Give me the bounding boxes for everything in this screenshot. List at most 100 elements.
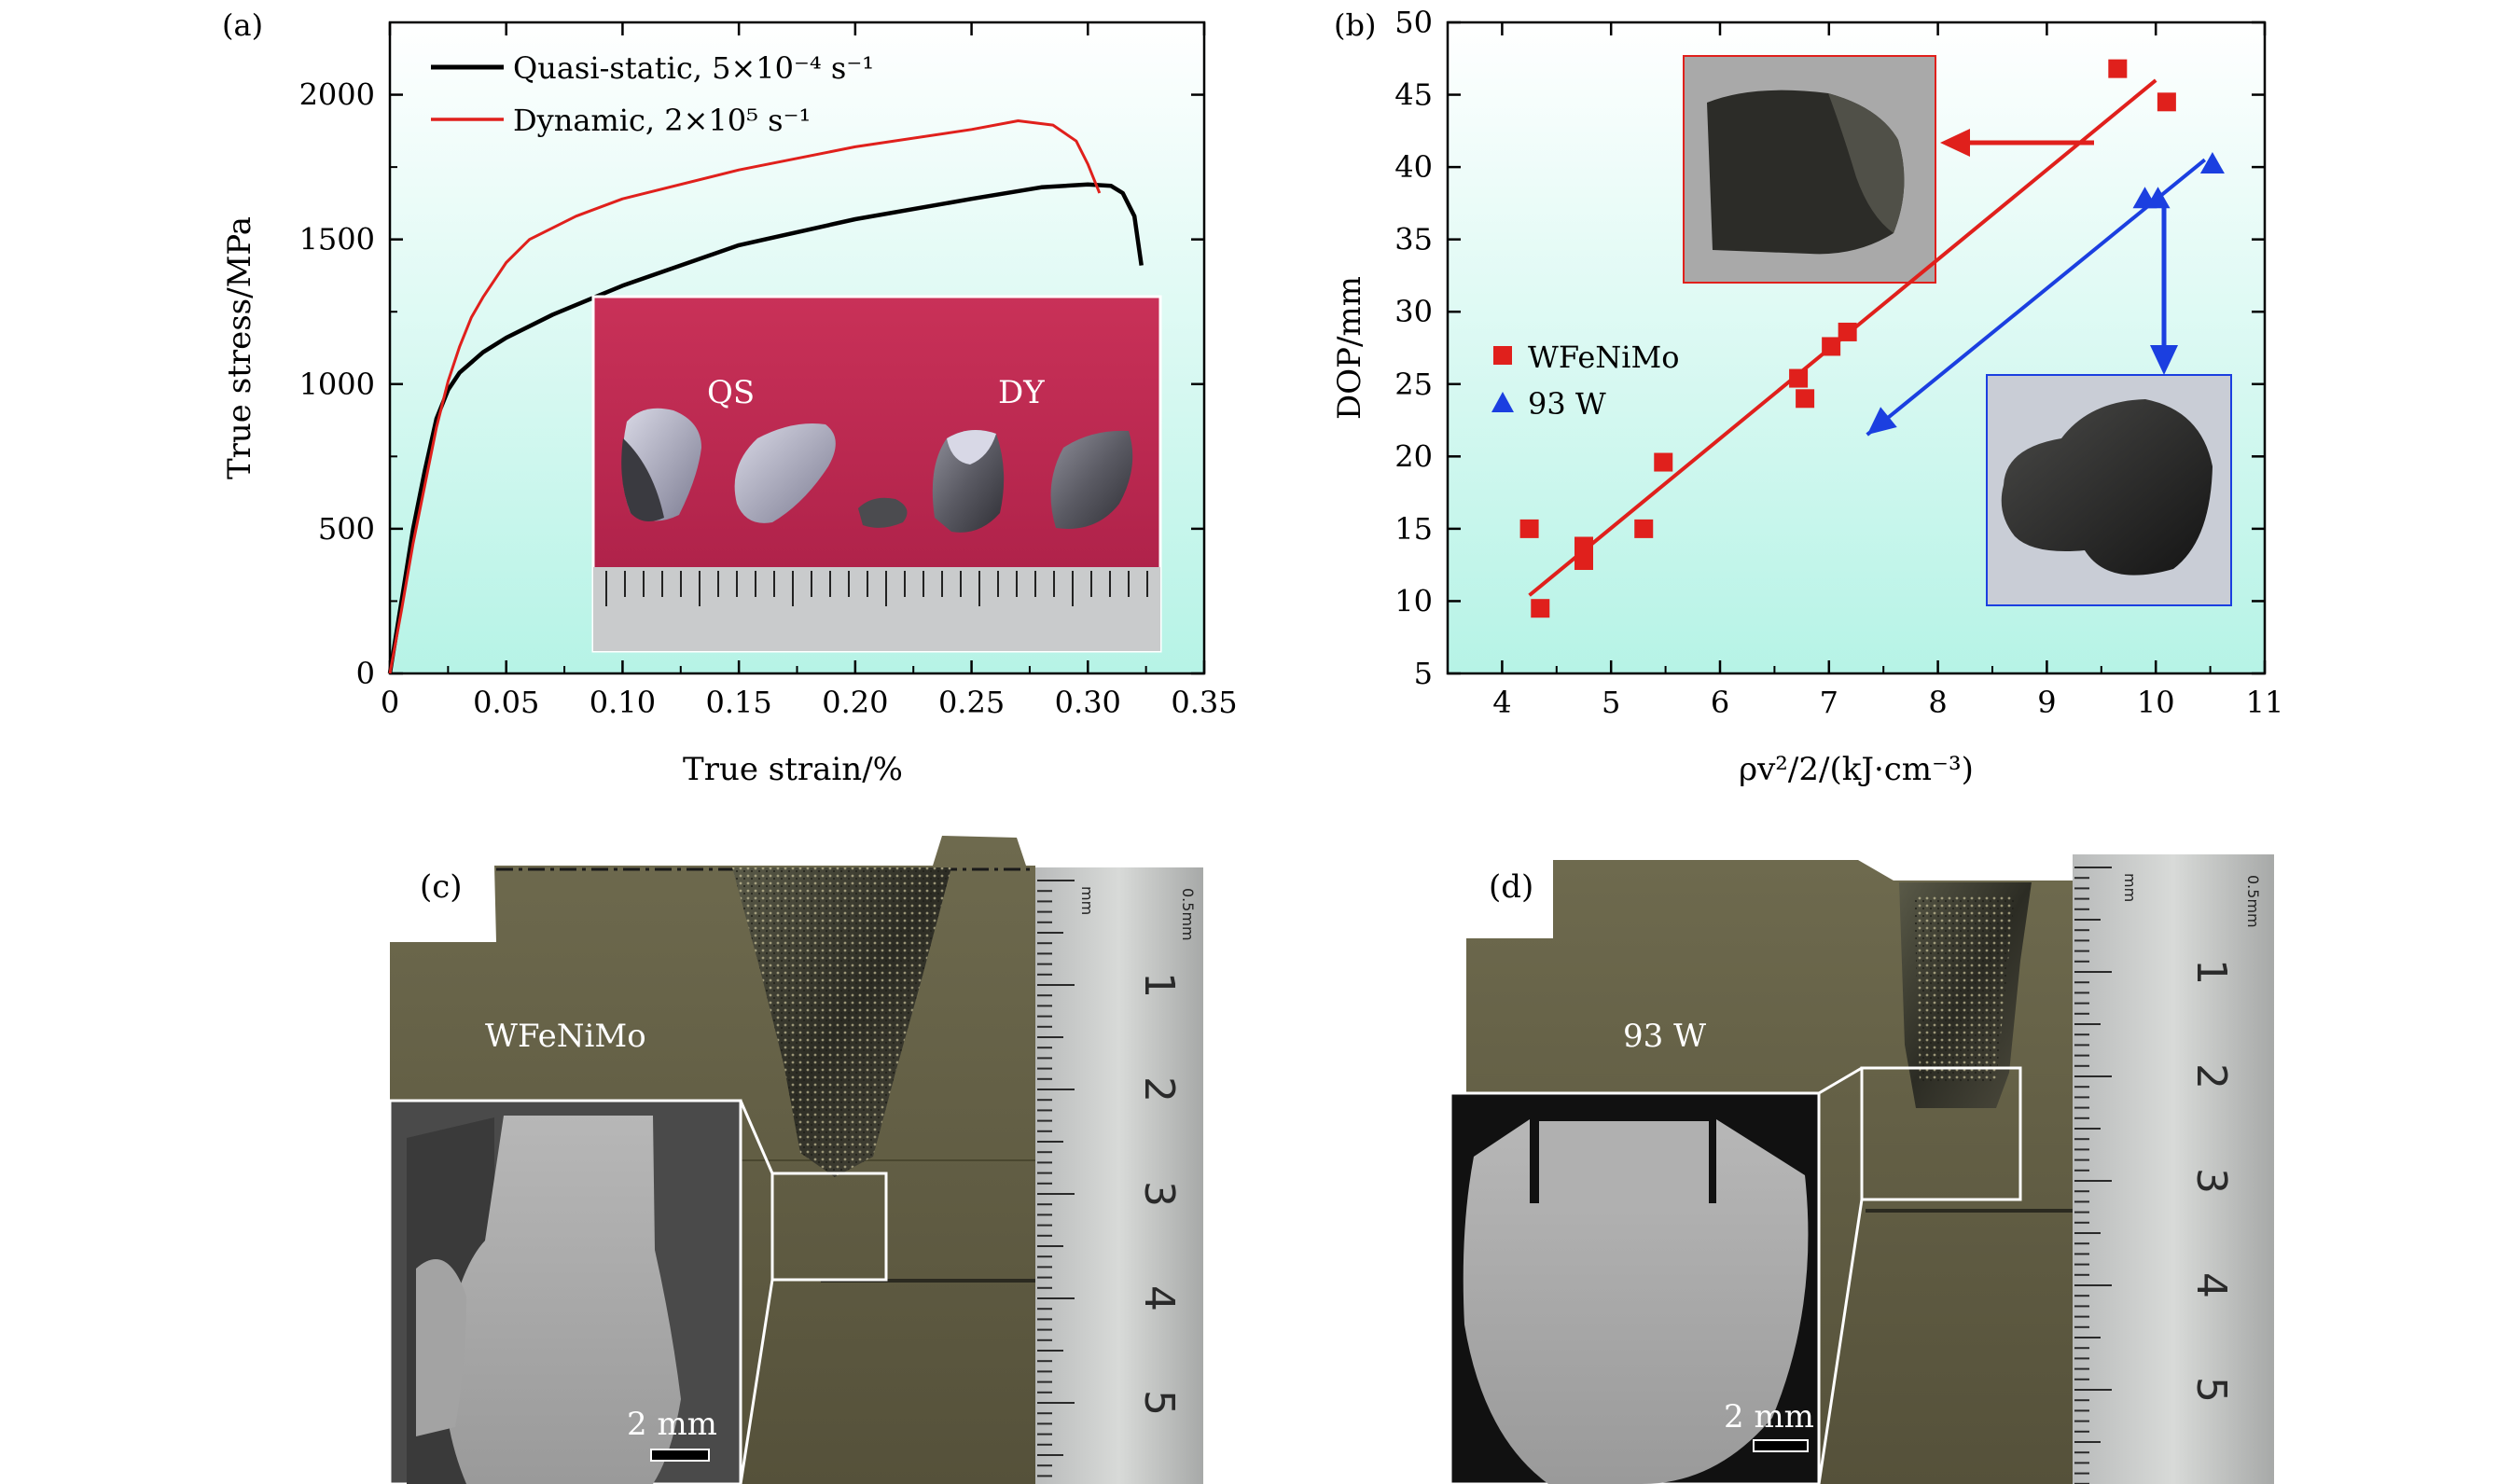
panel-a-y-tick-label: 1500	[299, 222, 375, 257]
point-wfenimo	[2157, 92, 2176, 112]
panel-a-x-tick-label: 0.30	[1055, 685, 1121, 720]
panel-b-y-tick-label: 40	[1394, 149, 1433, 185]
point-wfenimo	[1789, 368, 1809, 388]
legend-label-wfenimo: WFeNiMo	[1528, 340, 1680, 375]
panel-b-y-tick-label: 15	[1394, 511, 1433, 547]
panel-b-y-tick-label: 5	[1414, 656, 1433, 691]
panel-b-x-axis-label: ρv²/2/(kJ·cm⁻³)	[1739, 751, 1974, 788]
panel-a: (a) 0 0.05 0.10 0.15 0.20 0.25 0.30 0.35 0 500 100…	[221, 7, 1238, 788]
panel-b-y-tick-label: 25	[1394, 367, 1433, 402]
inset-wfenimo-nose	[1828, 93, 1905, 233]
inset-93w-projectile	[2001, 399, 2213, 576]
panel-d-ruler-ticks: 1 2 3 4 5	[2074, 867, 2235, 1484]
panel-d-scale-bar-label: 2 mm	[1724, 1398, 1814, 1435]
panel-d-zoom-box	[1860, 1066, 2022, 1201]
panel-c-ruler-digit: 4	[1135, 1285, 1183, 1311]
panel-d-sem-neck	[1539, 1121, 1709, 1205]
panel-d-ruler-digit: 2	[2187, 1063, 2235, 1089]
panel-c-scale-bar-label: 2 mm	[627, 1406, 717, 1443]
fragment-dy-2	[1050, 430, 1133, 529]
inset-ruler	[593, 567, 1160, 651]
panel-a-y-axis-label: True stress/MPa	[221, 216, 258, 479]
panel-d-ruler-note: 0.5mm	[2244, 875, 2262, 928]
legend-label-quasi-static: Quasi-static, 5×10⁻⁴ s⁻¹	[513, 50, 874, 86]
fit-line-93w-arrowhead	[1866, 407, 1897, 436]
panel-c-ruler-ticks: 1 2 3 4 5	[1037, 880, 1183, 1477]
panel-d-material-label: 93 W	[1623, 1018, 1706, 1055]
inset-label-dy: DY	[998, 374, 1045, 411]
panel-b-y-axis-label: DOP/mm	[1331, 276, 1368, 420]
point-wfenimo	[1531, 599, 1550, 618]
inset-label-qs: QS	[707, 374, 755, 411]
point-93w	[2199, 152, 2225, 174]
panel-b-x-tick-label: 11	[2246, 685, 2284, 720]
point-wfenimo	[1574, 536, 1593, 556]
panel-c-crater-texture	[732, 867, 951, 1177]
fragment-dy-1	[932, 430, 1005, 533]
panel-d-scale-bar	[1753, 1439, 1809, 1452]
panel-a-label: (a)	[222, 7, 263, 43]
panel-c-sem-fragment	[416, 1259, 466, 1436]
point-wfenimo	[1574, 551, 1593, 571]
panel-b-y-tick-label: 35	[1394, 222, 1433, 257]
point-wfenimo	[1822, 337, 1841, 356]
inset-ruler-ticks	[605, 571, 1148, 606]
panel-b-x-tick-label: 7	[1820, 685, 1838, 720]
point-93w	[2145, 187, 2171, 209]
legend-label-dynamic: Dynamic, 2×10⁵ s⁻¹	[513, 103, 811, 138]
panel-d-label: (d)	[1489, 868, 1533, 906]
fragment-dy-1-face	[947, 430, 996, 465]
panel-a-y-tick-label: 1000	[299, 367, 375, 402]
panel-c-sem-projectile	[444, 1116, 681, 1484]
fragment-qs-1-shadow	[621, 438, 664, 521]
panel-a-x-tick-label: 0.10	[590, 685, 656, 720]
point-wfenimo	[1634, 519, 1654, 538]
arrow-blue-head	[2150, 345, 2178, 375]
legend-marker-wfenimo	[1493, 346, 1512, 365]
panel-a-x-tick-label: 0.15	[706, 685, 772, 720]
panel-d-zoom-guide-bottom	[1817, 1199, 1864, 1484]
panel-c-ruler-digit: 1	[1135, 972, 1183, 998]
legend-label-93w: 93 W	[1528, 386, 1606, 422]
panel-b-x-tick-label: 8	[1928, 685, 1947, 720]
panel-b-x-tick-label: 9	[2037, 685, 2056, 720]
arrow-red-head	[1940, 129, 1970, 157]
panel-b-x-tick-label: 4	[1492, 685, 1511, 720]
panel-a-x-tick-label: 0.35	[1171, 685, 1237, 720]
panel-b-y-tick-label: 10	[1394, 583, 1433, 618]
panel-c-ruler	[1035, 867, 1203, 1484]
panel-c: 1 2 3 4 5 mm 0.5mm 2 mm WFeNiMo (c)	[388, 836, 1203, 1484]
panel-b-y-tick-label: 50	[1394, 5, 1433, 40]
panel-c-zoom-box	[770, 1172, 888, 1282]
panel-b-inset-projectile-93w	[1986, 374, 2232, 606]
panel-c-label: (c)	[420, 868, 463, 906]
panel-a-x-axis-label: True strain/%	[683, 751, 903, 788]
panel-d-ruler	[2073, 854, 2274, 1484]
panel-c-ruler-digit: 5	[1135, 1390, 1183, 1416]
panel-b-series	[1519, 59, 2225, 618]
panel-a-x-tick-label: 0.05	[473, 685, 539, 720]
panel-d-crater-texture	[1914, 895, 2015, 1082]
point-wfenimo	[1838, 322, 1857, 341]
panel-b-x-tick-label: 6	[1711, 685, 1729, 720]
series-quasi-static-line	[387, 182, 1144, 674]
panel-b-legend: WFeNiMo 93 W	[1491, 340, 1680, 422]
panel-c-material-label: WFeNiMo	[485, 1018, 646, 1055]
panel-d-sem-projectile	[1463, 1119, 1809, 1484]
fragment-small	[858, 497, 908, 528]
legend-marker-93w	[1491, 392, 1514, 412]
panel-d-ruler-digit: 4	[2187, 1272, 2235, 1298]
panel-d: 1 2 3 4 5 mm 0.5mm 2 mm 93 W (d)	[1449, 836, 2274, 1484]
panel-b-y-tick-label: 30	[1394, 294, 1433, 329]
point-wfenimo	[1654, 452, 1673, 472]
panel-d-ruler-unit: mm	[2121, 873, 2139, 902]
panel-a-legend: Quasi-static, 5×10⁻⁴ s⁻¹ Dynamic, 2×10⁵ …	[431, 50, 874, 138]
panel-b-x-tick-label: 10	[2137, 685, 2175, 720]
panel-c-ruler-unit: mm	[1078, 886, 1096, 915]
panel-a-x-tick-label: 0.25	[938, 685, 1005, 720]
panel-a-y-tick-label: 0	[356, 656, 375, 691]
panel-a-y-tick-label: 500	[318, 511, 375, 547]
